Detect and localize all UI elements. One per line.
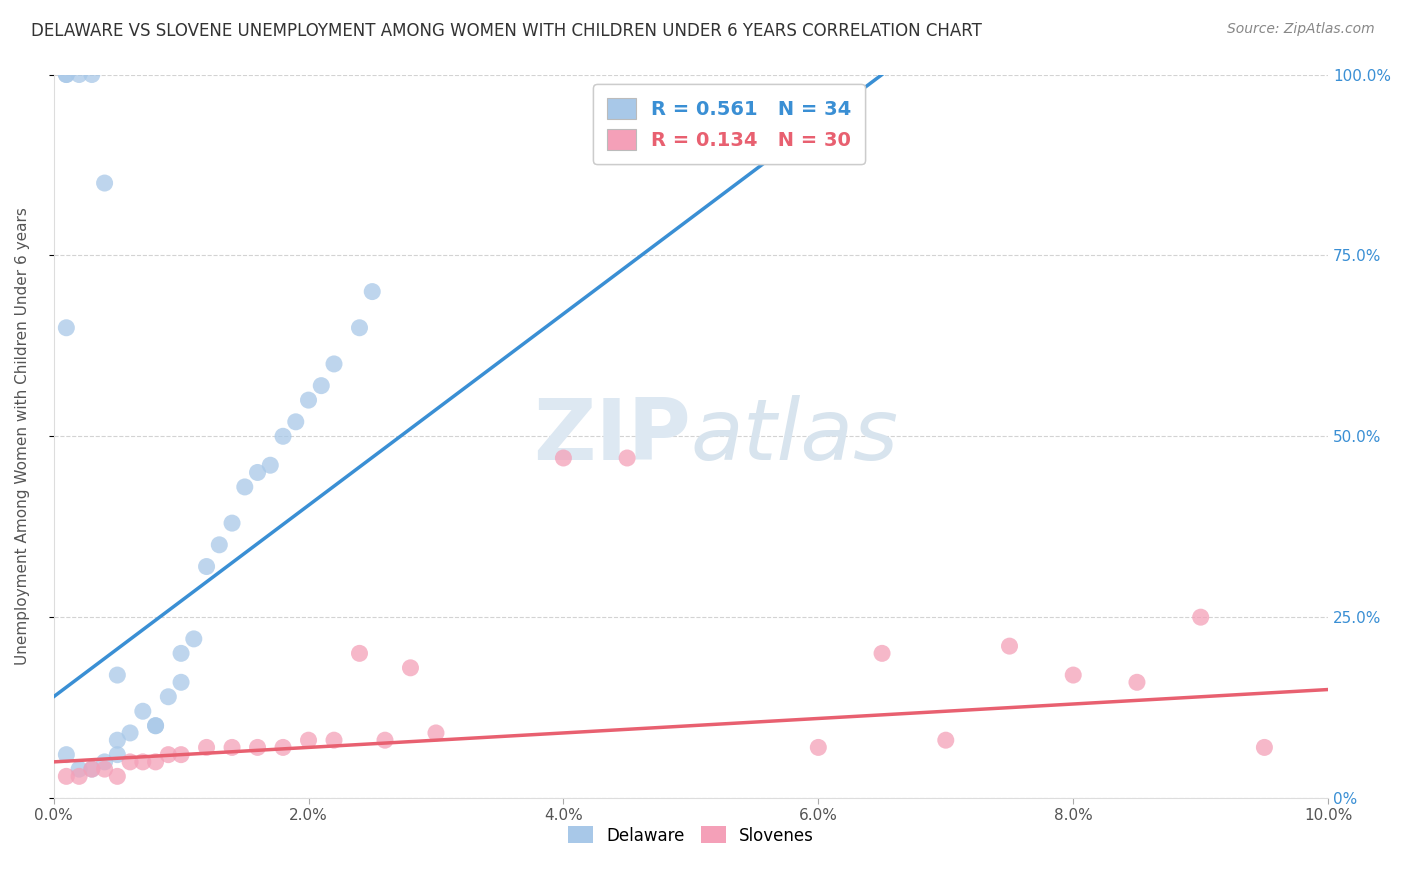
Point (55, 68, 77, 82)
Point (297, 733, 319, 747)
Point (399, 661, 422, 675)
Point (120, 755, 142, 769)
Point (284, 415, 307, 429)
Point (170, 646, 193, 660)
Point (246, 740, 269, 755)
Point (120, 726, 142, 740)
Point (195, 559, 218, 574)
Point (1126, 675, 1149, 690)
Point (67, 769, 90, 783)
Point (55, 769, 77, 783)
Point (170, 747, 193, 762)
Point (221, 516, 243, 530)
Point (323, 357, 346, 371)
Point (233, 480, 256, 494)
Point (105, 747, 128, 762)
Text: Source: ZipAtlas.com: Source: ZipAtlas.com (1227, 22, 1375, 37)
Point (1253, 740, 1275, 755)
Point (998, 639, 1021, 653)
Point (93, 762, 115, 776)
Text: ZIP: ZIP (533, 395, 690, 478)
Point (105, 733, 128, 747)
Point (323, 733, 346, 747)
Point (349, 646, 371, 660)
Text: DELAWARE VS SLOVENE UNEMPLOYMENT AMONG WOMEN WITH CHILDREN UNDER 6 YEARS CORRELA: DELAWARE VS SLOVENE UNEMPLOYMENT AMONG W… (31, 22, 981, 40)
Point (67, 68, 90, 82)
Point (553, 450, 575, 465)
Point (145, 719, 167, 733)
Point (55, 747, 77, 762)
Point (349, 320, 371, 334)
Point (80, 68, 103, 82)
Text: atlas: atlas (690, 395, 898, 478)
Point (157, 747, 180, 762)
Point (55, 320, 77, 334)
Point (246, 466, 269, 480)
Point (93, 176, 115, 190)
Point (132, 755, 155, 769)
Point (259, 458, 281, 473)
Point (425, 726, 447, 740)
Point (208, 538, 231, 552)
Point (361, 285, 384, 299)
Point (105, 769, 128, 783)
Legend: R = 0.561   N = 34, R = 0.134   N = 30: R = 0.561 N = 34, R = 0.134 N = 30 (593, 84, 865, 163)
Point (297, 393, 319, 408)
Point (870, 646, 893, 660)
Point (183, 632, 205, 646)
Point (1189, 610, 1212, 624)
Point (145, 719, 167, 733)
Point (80, 762, 103, 776)
Point (374, 733, 396, 747)
Point (309, 378, 332, 392)
Point (157, 690, 180, 704)
Point (1062, 668, 1084, 682)
Point (93, 755, 115, 769)
Point (807, 740, 830, 755)
Point (271, 740, 294, 755)
Point (170, 675, 193, 690)
Point (132, 704, 155, 718)
Point (221, 740, 243, 755)
Point (616, 450, 638, 465)
Point (55, 68, 77, 82)
Point (67, 762, 90, 776)
Point (271, 429, 294, 443)
Point (145, 755, 167, 769)
Y-axis label: Unemployment Among Women with Children Under 6 years: Unemployment Among Women with Children U… (15, 207, 30, 665)
Point (935, 733, 957, 747)
Point (105, 668, 128, 682)
Point (80, 762, 103, 776)
Point (195, 740, 218, 755)
